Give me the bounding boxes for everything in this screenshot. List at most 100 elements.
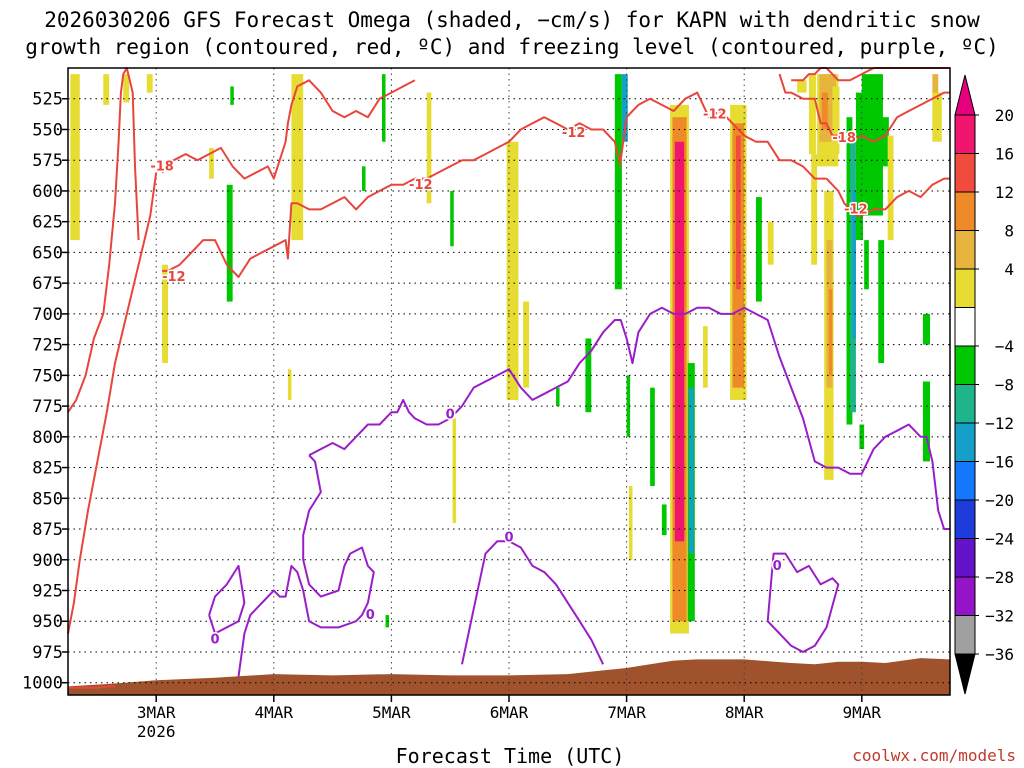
y-tick-label-975: 975 [32, 643, 63, 663]
colorbar-label-9: −20 [985, 491, 1014, 510]
omega-cell-53 [878, 240, 885, 364]
chart-title-line-2: growth region (contoured, red, ºC) and f… [25, 35, 999, 59]
x-tick-label-3mar: 3MAR [137, 703, 176, 722]
y-tick-label-600: 600 [32, 182, 63, 202]
y-tick-label-900: 900 [32, 551, 63, 571]
y-tick-label-825: 825 [32, 459, 63, 479]
omega-cell-14 [450, 190, 454, 247]
colorbar-label-1: 16 [995, 145, 1014, 164]
colorbar-label-11: −28 [985, 568, 1014, 587]
colorbar-swatch-9 [954, 461, 976, 501]
colorbar-swatch-10 [954, 499, 976, 539]
colorbar: 20 16 12 8 4 −4 −8 −12 −16 −20 −24 −28 −32 −36 [954, 74, 1014, 695]
y-tick-label-875: 875 [32, 520, 63, 540]
colorbar-swatch-8 [954, 422, 976, 462]
omega-cell-28 [674, 141, 685, 542]
omega-cell-15 [452, 418, 457, 523]
x-axis-label: Forecast Time (UTC) [396, 744, 625, 768]
omega-cell-57 [922, 313, 931, 345]
y-tick-label-750: 750 [32, 366, 63, 386]
omega-cell-34 [735, 135, 741, 290]
contour-label-11: 0 [210, 633, 219, 648]
colorbar-swatch-4 [954, 268, 976, 308]
colorbar-swatch-6 [954, 345, 976, 385]
omega-cell-22 [626, 375, 631, 437]
x-tick-label-9mar: 9MAR [843, 703, 882, 722]
y-tick-label-925: 925 [32, 582, 63, 602]
plot-area: -18 -12 -12 -12 -12 -18 -12 0 0 0 0 0 [67, 67, 951, 696]
contour-label-5: -12 [562, 126, 586, 141]
y-tick-label-725: 725 [32, 336, 63, 356]
omega-cell-10 [381, 74, 386, 142]
y-tick-label-550: 550 [32, 120, 63, 140]
omega-cell-12 [362, 166, 366, 191]
omega-cell-45 [828, 289, 833, 376]
colorbar-label-5: −4 [995, 337, 1014, 356]
omega-cell-6 [230, 86, 234, 105]
omega-cell-31 [703, 326, 708, 388]
contour-label-3: -12 [162, 270, 186, 285]
colorbar-label-0: 20 [995, 106, 1014, 125]
contour-label-10: 0 [366, 608, 375, 623]
colorbar-swatch-7 [954, 384, 976, 424]
grid-layer [68, 68, 950, 695]
contour-layer: -18 -12 -12 -12 -12 -18 -12 0 0 0 0 0 [67, 67, 950, 689]
omega-cell-3 [146, 74, 153, 93]
omega-cell-25 [661, 504, 667, 536]
colorbar-bottom-arrow [954, 653, 976, 695]
y-tick-label-1000: 1000 [22, 674, 63, 694]
omega-cell-2 [123, 74, 130, 103]
y-tick-label-700: 700 [32, 305, 63, 325]
contour-line-0 [67, 172, 158, 634]
omega-cell-49 [852, 190, 856, 339]
ground-surface [68, 658, 950, 695]
omega-cell-47 [846, 117, 853, 425]
x-tick-label-5mar: 5MAR [372, 703, 411, 722]
colorbar-swatch-1 [954, 153, 976, 193]
x-tick-label-4mar: 4MAR [255, 703, 294, 722]
y-tick-label-850: 850 [32, 489, 63, 509]
chart-title-line-1: 2026030206 GFS Forecast Omega (shaded, −… [44, 8, 980, 32]
colorbar-swatch-0 [954, 114, 976, 154]
contour-line-2 [161, 79, 416, 180]
omega-cell-7 [209, 147, 214, 179]
contour-label-9: 0 [446, 408, 455, 423]
contour-line-13 [766, 552, 840, 653]
omega-cell-30 [688, 387, 694, 554]
omega-cell-20 [614, 74, 622, 290]
colorbar-swatch-3 [954, 230, 976, 270]
omega-cell-59 [932, 74, 939, 99]
omega-cell-56 [887, 135, 894, 241]
x-tick-sublabel-3mar: 2026 [137, 722, 176, 741]
y-tick-label-775: 775 [32, 397, 63, 417]
omega-cell-58 [922, 381, 931, 462]
colorbar-swatch-5 [954, 307, 976, 347]
contour-line-8 [68, 685, 115, 689]
contour-line-4 [619, 91, 827, 180]
omega-cell-17 [523, 301, 529, 388]
y-tick-label-575: 575 [32, 151, 63, 171]
contour-label-13: 0 [773, 559, 782, 574]
contour-label-6: -12 [703, 108, 727, 123]
contour-label-8: -12 [844, 202, 868, 217]
y-tick-label-950: 950 [32, 612, 63, 632]
omega-cell-46 [832, 86, 840, 155]
omega-cell-8 [291, 74, 304, 241]
omega-cell-54 [864, 240, 869, 290]
colorbar-label-3: 8 [1004, 222, 1014, 241]
omega-cell-42 [821, 92, 828, 130]
omega-cell-18 [556, 387, 560, 407]
contour-line-12 [461, 540, 605, 665]
omega-cell-60 [932, 92, 942, 142]
omega-cell-1 [103, 74, 110, 105]
omega-cell-35 [755, 197, 762, 302]
colorbar-label-10: −24 [985, 530, 1014, 549]
credit-text: coolwx.com/models [852, 746, 1016, 765]
contour-line-3 [162, 116, 622, 278]
omega-cell-36 [767, 221, 774, 265]
ground-layer [68, 658, 950, 695]
x-tick-label-7mar: 7MAR [607, 703, 646, 722]
